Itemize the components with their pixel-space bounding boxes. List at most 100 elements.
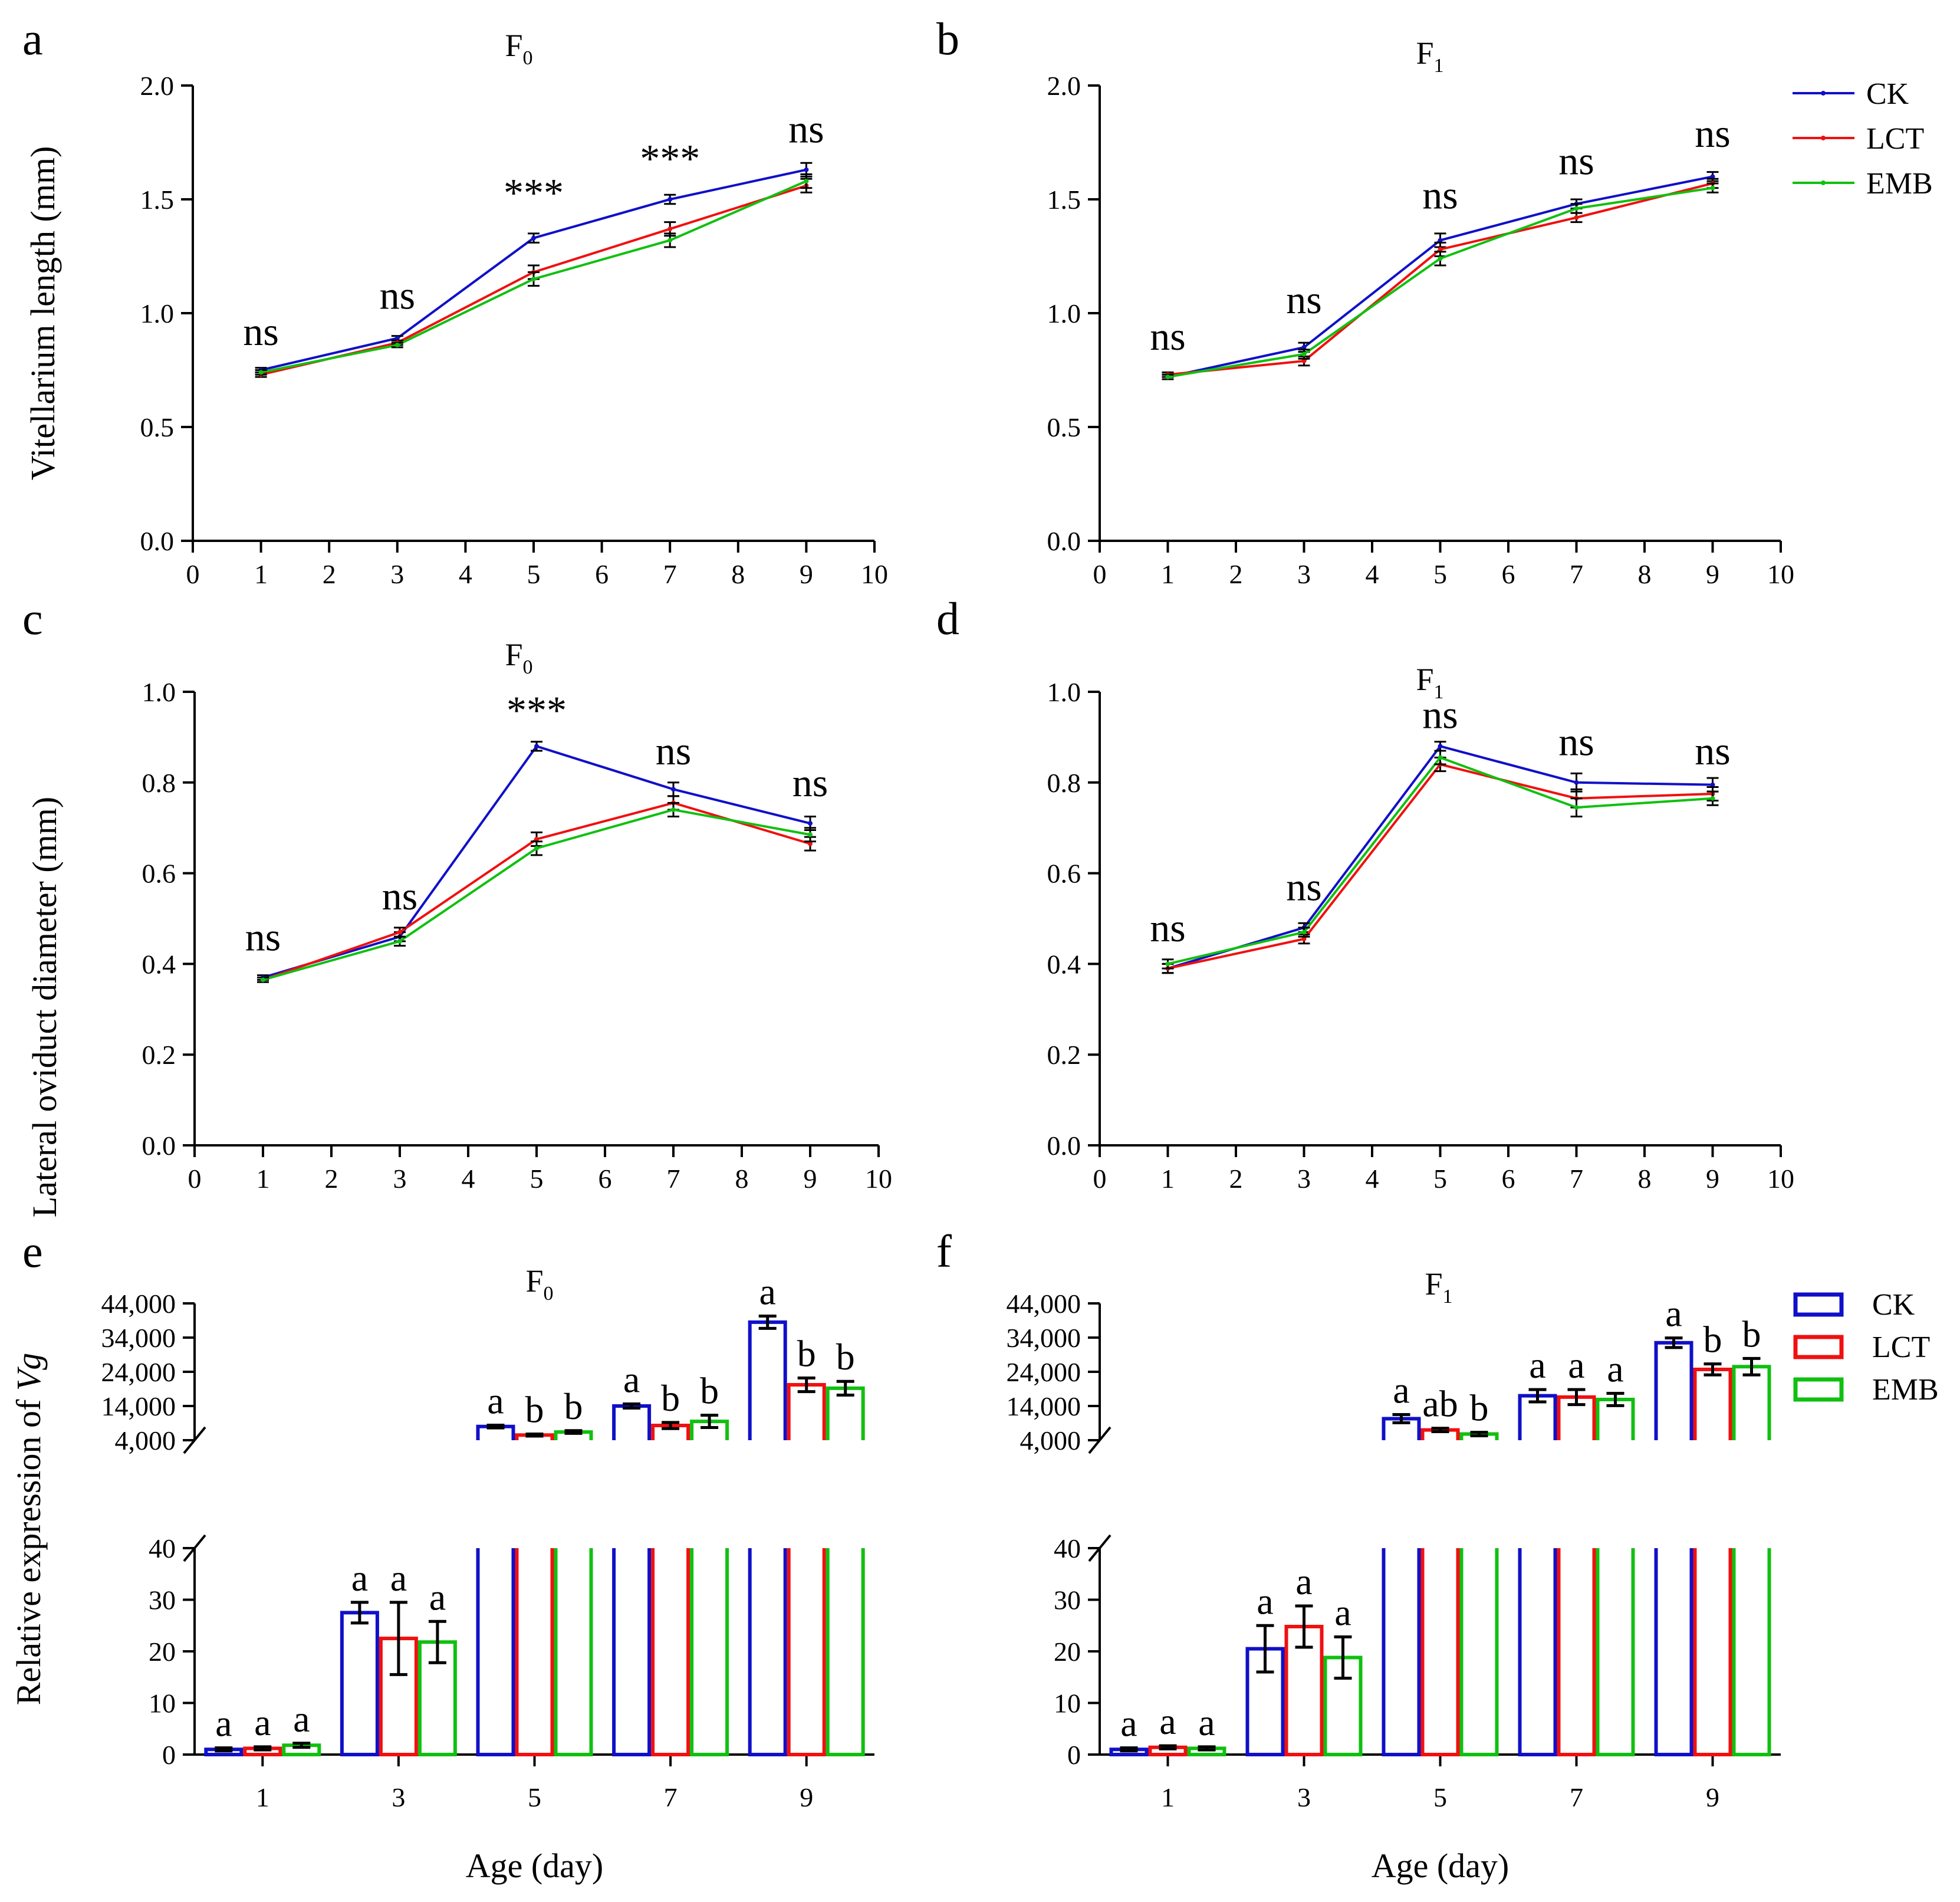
bar-CK-lower: [612, 1548, 652, 1756]
x-tick-label: 6: [1502, 559, 1515, 589]
panel-b-title: F1: [1416, 35, 1443, 77]
y-tick-label: 1.0: [140, 298, 175, 329]
significance-letter: b: [1742, 1313, 1761, 1355]
x-tick-label: 9: [800, 1782, 813, 1812]
y-tick-label: 40: [149, 1533, 176, 1563]
x-tick-label: 3: [1297, 1164, 1311, 1194]
x-tick-label: 4: [462, 1164, 475, 1194]
significance-letter: a: [1393, 1369, 1409, 1411]
y-tick-label: 0.5: [1047, 412, 1081, 442]
x-tick-label: 9: [1706, 559, 1719, 589]
significance-letter: b: [1470, 1387, 1489, 1429]
bar-LCT-lower: [651, 1548, 690, 1756]
panel-letter-b: b: [936, 13, 959, 64]
bar-chart-f: f 0 10 20 30 40 4,000 14,000 24,000 34,000 44,000 1…: [936, 1226, 1781, 1885]
significance-label: ns: [1558, 139, 1594, 183]
bar-LCT-lower: [1693, 1548, 1732, 1756]
y-tick-label: 0.0: [1047, 1131, 1081, 1161]
data-point-EMB: [258, 370, 264, 375]
y-tick-label: 10: [1054, 1689, 1081, 1719]
series-line-EMB: [1168, 756, 1713, 965]
x-tick-label: 6: [1502, 1164, 1515, 1194]
y-tick-label: 0: [162, 1740, 176, 1770]
significance-letter: b: [661, 1377, 680, 1419]
panel-a-title-main: F: [505, 28, 522, 63]
data-point-CK: [1301, 344, 1307, 350]
x-tick-label: 4: [459, 559, 472, 589]
x-tick-label: 7: [1570, 1164, 1583, 1194]
data-point-EMB: [671, 807, 676, 812]
data-point-LCT: [1574, 215, 1579, 220]
data-point-EMB: [1710, 185, 1715, 190]
panel-c-title-sub: 0: [523, 656, 533, 678]
y-axis-label: Lateral oviduct diameter (mm): [25, 797, 64, 1217]
data-point-CK: [1710, 782, 1715, 787]
x-tick-label: 3: [392, 1782, 405, 1812]
data-point-EMB: [1301, 352, 1307, 357]
x-tick-label: 0: [1093, 559, 1107, 589]
significance-letter: a: [293, 1698, 310, 1740]
bar-EMB-lower: [690, 1548, 729, 1756]
data-point-LCT: [667, 226, 673, 232]
y-axis-label-gene: Vg: [9, 1353, 48, 1391]
x-tick-label: 6: [598, 1164, 612, 1194]
x-tick-label: 1: [254, 559, 268, 589]
significance-letter: b: [797, 1332, 816, 1374]
significance-label: ns: [1150, 314, 1185, 359]
panel-f-title-sub: 1: [1443, 1286, 1453, 1308]
data-point-LCT: [808, 841, 813, 846]
x-tick-label: 5: [1433, 1782, 1447, 1812]
panel-a-title: F0: [505, 28, 532, 69]
x-tick-label: 10: [861, 559, 888, 589]
x-tick-label: 0: [1093, 1164, 1107, 1194]
x-tick-label: 1: [1161, 559, 1175, 589]
data-point-CK: [534, 744, 539, 749]
x-tick-label: 5: [1433, 1164, 1447, 1194]
series-line-LCT: [1168, 763, 1713, 970]
x-tick-label: 1: [256, 1782, 269, 1812]
x-tick-label: 2: [1229, 559, 1243, 589]
bar-CK-lower: [1518, 1548, 1557, 1756]
x-tick-label: 4: [1366, 1164, 1379, 1194]
y-tick-label: 0.0: [1047, 526, 1081, 556]
significance-label: ns: [1558, 720, 1594, 764]
data-point-EMB: [531, 277, 536, 282]
x-tick-label: 3: [1297, 559, 1311, 589]
panel-c-title-main: F: [505, 637, 522, 672]
data-point-EMB: [808, 832, 813, 837]
x-axis-label: Age (day): [466, 1847, 604, 1885]
y-tick-label: 10: [149, 1689, 176, 1719]
bar-EMB-lower: [554, 1548, 593, 1756]
y-tick-label: 20: [1054, 1637, 1081, 1667]
x-tick-label: 2: [325, 1164, 338, 1194]
x-tick-label: 8: [735, 1164, 749, 1194]
panel-f-title: F1: [1425, 1266, 1452, 1308]
legend-marker-EMB: [1821, 180, 1826, 185]
y-tick-label: 0.8: [1047, 768, 1081, 798]
series-line-CK: [262, 744, 811, 979]
y-tick-label: 2.0: [1047, 71, 1081, 101]
panel-letter-a: a: [22, 13, 43, 64]
line-chart-d: d 0 1 2 3 4 5 6 7 8 9 10 0.0 0.2 0.4 0.6 0.8 1.0 ns ns ns ns n…: [936, 593, 1794, 1194]
x-tick-label: 7: [1570, 559, 1583, 589]
bar-EMB-lower: [826, 1548, 865, 1756]
significance-letter: a: [1665, 1293, 1682, 1335]
significance-letter: a: [1120, 1703, 1137, 1745]
significance-letter: a: [1334, 1592, 1351, 1634]
significance-letter: b: [836, 1336, 855, 1378]
x-tick-label: 9: [1706, 1782, 1719, 1812]
y-tick-label: 14,000: [101, 1391, 176, 1421]
y-tick-label: 24,000: [101, 1357, 176, 1387]
bar-CK-lower: [748, 1548, 787, 1756]
y-tick-label: 1.0: [142, 677, 176, 707]
legend-swatch-CK: [1793, 1292, 1844, 1317]
y-axis-label-text: Relative expression of: [9, 1391, 48, 1705]
x-tick-label: 7: [663, 559, 677, 589]
legend-label-CK: CK: [1872, 1288, 1915, 1322]
y-tick-label: 0.4: [142, 949, 176, 979]
panel-b-title-main: F: [1416, 35, 1433, 71]
significance-letter: b: [564, 1385, 583, 1427]
data-point-CK: [1438, 238, 1443, 243]
panel-c-title: F0: [505, 637, 532, 678]
significance-letter: a: [759, 1270, 775, 1312]
